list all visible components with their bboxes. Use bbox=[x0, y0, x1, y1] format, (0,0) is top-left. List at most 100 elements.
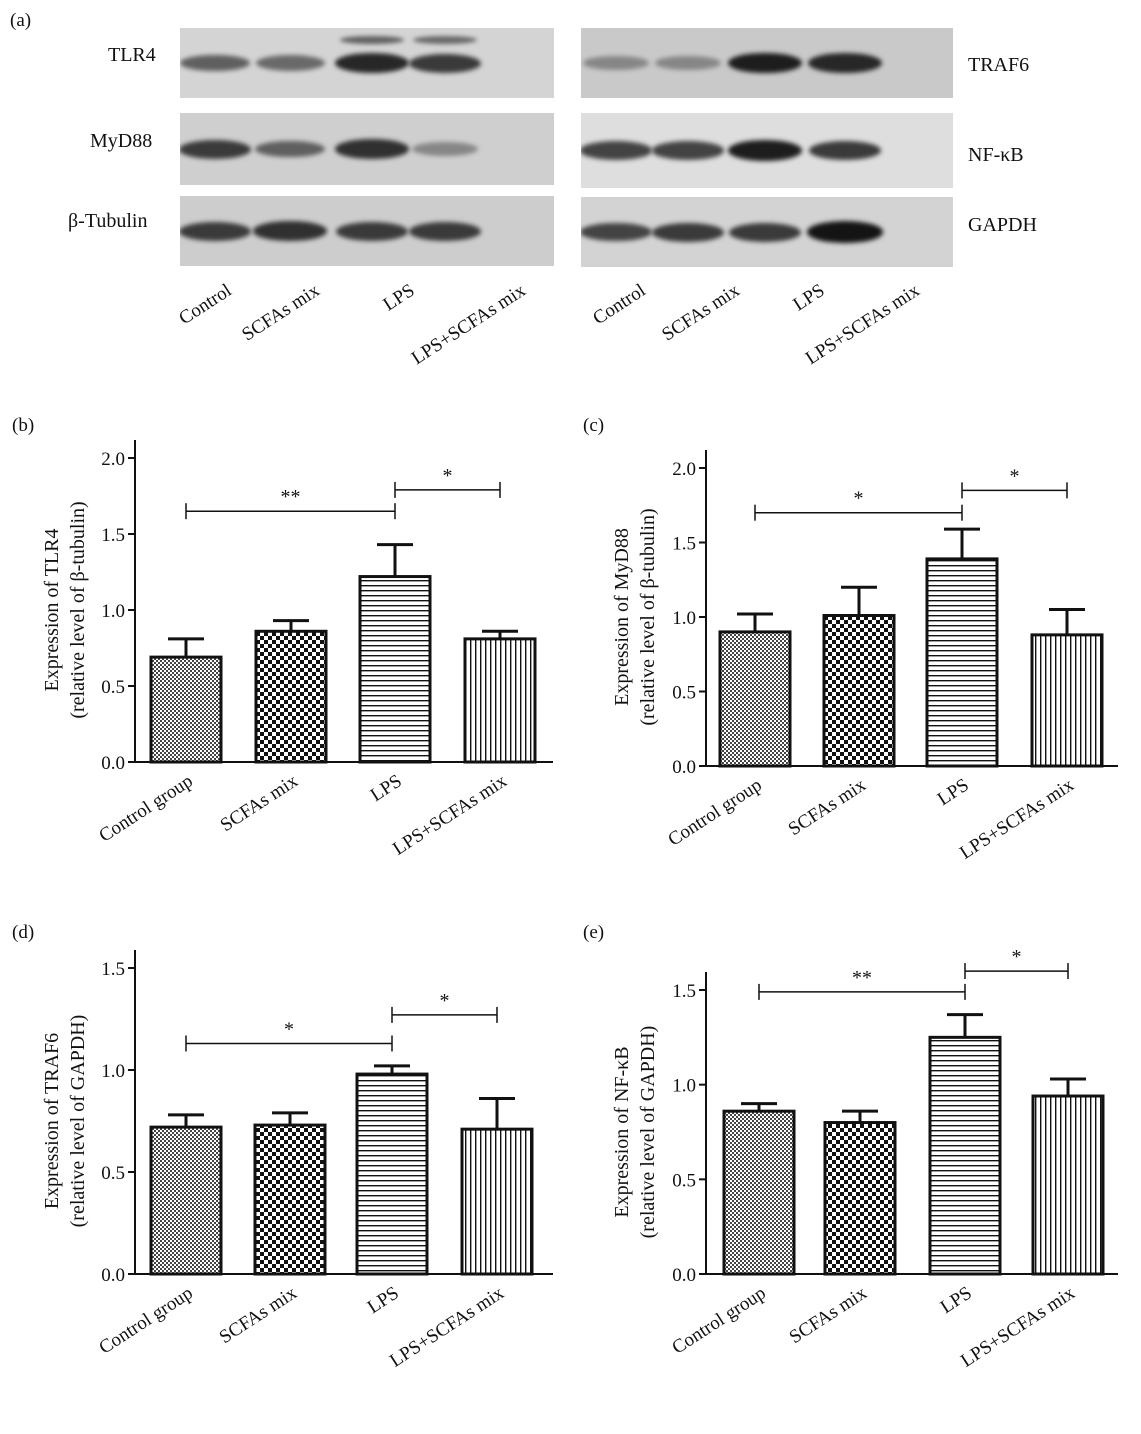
category-label: SCFAs mix bbox=[216, 1282, 302, 1348]
panel-c-label: (c) bbox=[583, 415, 605, 436]
y-tick-label: 1.5 bbox=[101, 525, 125, 546]
blot-band bbox=[335, 52, 409, 74]
bar bbox=[722, 1109, 796, 1276]
y-axis-subtitle: (relative level of GAPDH) bbox=[67, 1015, 89, 1228]
y-axis-title: Expression of TLR4 bbox=[41, 529, 63, 692]
y-tick-label: 1.5 bbox=[672, 981, 696, 1002]
blot-label-beta-tubulin: β-Tubulin bbox=[68, 210, 148, 232]
significance-label: * bbox=[284, 1018, 294, 1040]
bar bbox=[1030, 633, 1104, 768]
blot-band bbox=[255, 140, 325, 158]
blot-band bbox=[808, 52, 882, 74]
blot-band bbox=[255, 55, 325, 71]
blot-band bbox=[727, 52, 803, 74]
blot-band bbox=[807, 221, 883, 243]
y-tick-label: 0.5 bbox=[101, 1163, 125, 1184]
y-tick-label: 0.0 bbox=[101, 753, 125, 774]
bar bbox=[149, 655, 223, 764]
significance-label: * bbox=[443, 465, 453, 487]
blot-band bbox=[581, 222, 652, 242]
blot-band bbox=[253, 221, 327, 241]
bar bbox=[928, 1035, 1002, 1276]
category-label: LPS+SCFAs mix bbox=[956, 774, 1078, 863]
y-tick-label: 0.0 bbox=[672, 1265, 696, 1286]
category-label: LPS+SCFAs mix bbox=[386, 1282, 508, 1371]
significance-label: * bbox=[440, 990, 450, 1012]
significance-label: ** bbox=[281, 486, 301, 508]
bar bbox=[1031, 1094, 1105, 1276]
blot-gapdh bbox=[581, 197, 953, 267]
significance-label: * bbox=[1010, 465, 1020, 487]
y-tick-label: 1.5 bbox=[101, 959, 125, 980]
blot-band bbox=[727, 140, 803, 161]
blot-band bbox=[808, 141, 882, 160]
bar bbox=[149, 1125, 223, 1276]
y-axis-subtitle: (relative level of β-tubulin) bbox=[67, 501, 89, 718]
blot-tlr4 bbox=[180, 28, 554, 98]
y-tick-label: 0.5 bbox=[672, 683, 696, 704]
category-label: Control group bbox=[95, 771, 196, 847]
category-label: Control group bbox=[664, 775, 765, 851]
category-label: LPS bbox=[937, 1283, 976, 1318]
panel-e-label: (e) bbox=[583, 922, 605, 943]
y-axis-title: Expression of MyD88 bbox=[611, 528, 633, 706]
blot-band bbox=[180, 54, 250, 72]
blot-nfkb bbox=[581, 113, 953, 188]
significance-label: * bbox=[1012, 946, 1022, 968]
y-tick-label: 2.0 bbox=[101, 449, 125, 470]
y-tick-label: 0.0 bbox=[672, 757, 696, 778]
blot-label-tlr4: TLR4 bbox=[108, 44, 156, 66]
blot-label-nfkb: NF-κB bbox=[968, 144, 1024, 166]
category-label: SCFAs mix bbox=[785, 774, 871, 840]
bar bbox=[718, 630, 792, 768]
y-tick-label: 0.5 bbox=[101, 677, 125, 698]
blot-band-upper bbox=[340, 36, 404, 44]
bar bbox=[355, 1072, 429, 1276]
y-tick-label: 0.0 bbox=[101, 1265, 125, 1286]
y-tick-label: 1.0 bbox=[672, 1076, 696, 1097]
blot-traf6 bbox=[581, 28, 953, 98]
y-tick-label: 1.0 bbox=[672, 608, 696, 629]
blot-band bbox=[581, 141, 652, 160]
category-label: Control group bbox=[668, 1283, 769, 1359]
bar bbox=[822, 614, 896, 768]
y-tick-label: 1.5 bbox=[672, 534, 696, 555]
y-axis-title: Expression of NF-κB bbox=[611, 1046, 633, 1217]
blot-myd88 bbox=[180, 113, 554, 185]
bar bbox=[358, 575, 432, 764]
category-label: SCFAs mix bbox=[786, 1282, 872, 1348]
blot-band bbox=[411, 141, 479, 157]
panel-b-label: (b) bbox=[12, 415, 35, 436]
category-label: LPS bbox=[934, 775, 973, 810]
category-label: LPS bbox=[367, 771, 406, 806]
y-axis-subtitle: (relative level of β-tubulin) bbox=[637, 508, 659, 725]
y-axis-title: Expression of TRAF6 bbox=[41, 1033, 63, 1209]
significance-label: * bbox=[854, 488, 864, 510]
bar bbox=[254, 629, 328, 764]
blot-band bbox=[335, 139, 409, 159]
blot-band bbox=[408, 221, 482, 241]
blot-label-myd88: MyD88 bbox=[90, 130, 153, 152]
panel-a-label: (a) bbox=[10, 10, 32, 31]
category-label: LPS bbox=[364, 1283, 403, 1318]
blot-band bbox=[180, 139, 252, 159]
blot-beta-tubulin bbox=[180, 196, 554, 266]
blot-band bbox=[408, 53, 482, 73]
blot-band bbox=[335, 221, 409, 241]
y-tick-label: 2.0 bbox=[672, 459, 696, 480]
bar bbox=[823, 1121, 897, 1276]
bar bbox=[925, 557, 999, 768]
category-label: SCFAs mix bbox=[217, 770, 303, 836]
blot-band-upper bbox=[413, 36, 477, 44]
y-tick-label: 1.0 bbox=[101, 1061, 125, 1082]
blot-band bbox=[582, 55, 650, 71]
blot-band bbox=[651, 222, 725, 242]
blot-label-traf6: TRAF6 bbox=[968, 54, 1030, 76]
bar bbox=[460, 1127, 534, 1276]
category-label: Control group bbox=[95, 1283, 196, 1359]
category-label: LPS+SCFAs mix bbox=[957, 1282, 1079, 1371]
y-tick-label: 1.0 bbox=[101, 601, 125, 622]
blot-band bbox=[728, 222, 802, 242]
blot-band bbox=[180, 221, 252, 241]
